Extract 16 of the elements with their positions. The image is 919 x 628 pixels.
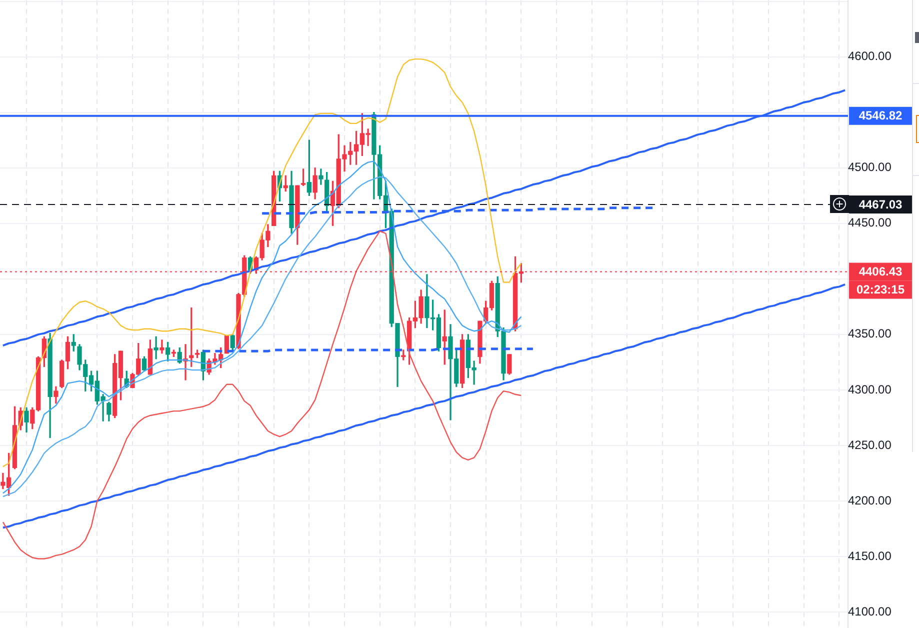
- y-tick-label: 4600.00: [848, 49, 892, 64]
- y-tick-label: 4350.00: [848, 326, 892, 341]
- ref-line-label: 4546.82: [858, 108, 903, 123]
- ref-line-label: 4467.03: [858, 197, 903, 212]
- y-tick-label: 4200.00: [848, 493, 892, 508]
- y-tick-label: 4250.00: [848, 438, 892, 452]
- y-tick-label: 4450.00: [848, 216, 892, 230]
- y-tick-label: 4100.00: [848, 604, 892, 618]
- candlestick: [318, 168, 324, 185]
- text: 02:23:15: [856, 282, 905, 297]
- candlestick: [160, 340, 164, 354]
- ref-line-label: 4406.43: [858, 264, 903, 279]
- y-tick-label: 4300.00: [848, 382, 892, 396]
- candlestick: [154, 336, 158, 360]
- y-tick-label: 4500.00: [848, 160, 892, 174]
- y-tick-label: 4150.00: [848, 548, 892, 563]
